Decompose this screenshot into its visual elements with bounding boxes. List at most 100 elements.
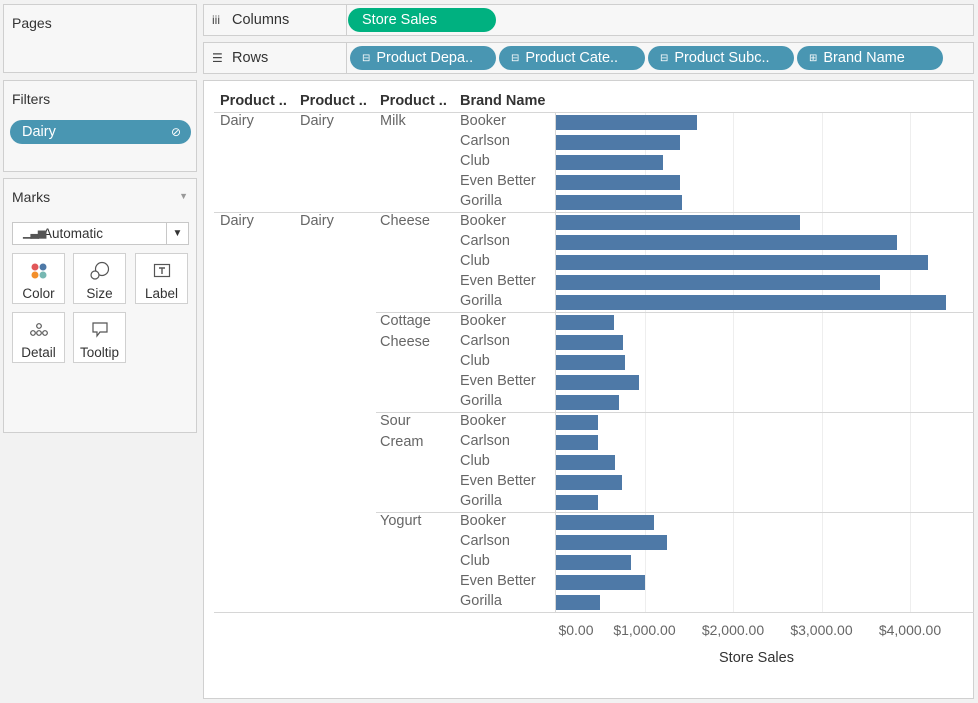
rows-pill-product-category[interactable]: ⊟ Product Cate.. (499, 46, 645, 70)
brand-label[interactable]: Carlson (460, 533, 510, 549)
brand-label[interactable]: Even Better (460, 473, 536, 489)
brand-label[interactable]: Club (460, 453, 490, 469)
brand-label[interactable]: Even Better (460, 273, 536, 289)
brand-label[interactable]: Gorilla (460, 193, 502, 209)
bar[interactable] (556, 335, 624, 350)
x-tick-label: $0.00 (558, 622, 594, 638)
bar[interactable] (556, 215, 801, 230)
brand-label[interactable]: Club (460, 353, 490, 369)
bar[interactable] (556, 355, 626, 370)
bar[interactable] (556, 535, 667, 550)
bar[interactable] (556, 135, 680, 150)
bar[interactable] (556, 175, 680, 190)
brand-label[interactable]: Even Better (460, 173, 536, 189)
subcategory-label[interactable]: Cheese (380, 334, 430, 350)
rows-pill-product-department[interactable]: ⊟ Product Depa.. (350, 46, 496, 70)
department-label[interactable]: Dairy (220, 113, 254, 129)
filters-title: Filters (12, 91, 51, 107)
rows-pill-brand-name[interactable]: ⊞ Brand Name (797, 46, 943, 70)
brand-label[interactable]: Even Better (460, 373, 536, 389)
filter-pill-dairy[interactable]: Dairy ⊘ (10, 120, 191, 144)
brand-label[interactable]: Club (460, 553, 490, 569)
subcategory-label[interactable]: Yogurt (380, 513, 422, 529)
subcategory-label[interactable]: Cream (380, 434, 424, 450)
bar[interactable] (556, 415, 599, 430)
mark-type-label: Automatic (43, 226, 104, 241)
tooltip-button[interactable]: Tooltip (73, 312, 126, 363)
detail-button[interactable]: Detail (12, 312, 65, 363)
department-label[interactable]: Dairy (220, 213, 254, 229)
bar[interactable] (556, 435, 598, 450)
bar[interactable] (556, 575, 645, 590)
brand-label[interactable]: Gorilla (460, 393, 502, 409)
bar[interactable] (556, 555, 632, 570)
marks-menu-arrow-icon[interactable]: ▼ (179, 191, 188, 201)
rows-shelf[interactable]: ☰ Rows ⊟ Product Depa.. ⊟ Product Cate.. ⊟… (203, 42, 974, 74)
columns-shelf[interactable]: iii Columns Store Sales (203, 4, 974, 36)
subcategory-label[interactable]: Cottage (380, 313, 431, 329)
brand-label[interactable]: Gorilla (460, 493, 502, 509)
brand-label[interactable]: Carlson (460, 333, 510, 349)
bar[interactable] (556, 595, 601, 610)
bar[interactable] (556, 255, 928, 270)
pages-panel[interactable]: Pages (3, 4, 197, 73)
collapse-icon[interactable]: ⊟ (511, 53, 520, 64)
label-button[interactable]: Label (135, 253, 188, 304)
size-label: Size (86, 286, 113, 301)
subcategory-label[interactable]: Cheese (380, 213, 430, 229)
bar[interactable] (556, 315, 615, 330)
bar[interactable] (556, 395, 619, 410)
brand-label[interactable]: Carlson (460, 233, 510, 249)
expand-icon[interactable]: ⊞ (809, 53, 818, 64)
brand-label[interactable]: Gorilla (460, 593, 502, 609)
color-button[interactable]: Color (12, 253, 65, 304)
bar[interactable] (556, 195, 682, 210)
axis-line (555, 112, 556, 612)
brand-label[interactable]: Booker (460, 513, 506, 529)
columns-pill-store-sales[interactable]: Store Sales (348, 8, 496, 32)
header-product-subcategory[interactable]: Product .. (380, 93, 447, 109)
brand-label[interactable]: Booker (460, 313, 506, 329)
subcategory-label[interactable]: Milk (380, 113, 406, 129)
brand-label[interactable]: Carlson (460, 133, 510, 149)
header-product-department[interactable]: Product .. (220, 93, 287, 109)
view-canvas[interactable]: Product .. Product .. Product .. Brand N… (203, 80, 974, 699)
bar[interactable] (556, 295, 947, 310)
bar[interactable] (556, 475, 623, 490)
bar[interactable] (556, 495, 599, 510)
detail-icon (13, 320, 64, 344)
bar[interactable] (556, 455, 616, 470)
collapse-icon[interactable]: ⊟ (660, 53, 669, 64)
marks-panel[interactable]: Marks ▼ ▁▃▅ Automatic ▼ Color Size (3, 178, 197, 433)
brand-label[interactable]: Booker (460, 113, 506, 129)
category-label[interactable]: Dairy (300, 213, 334, 229)
header-product-category[interactable]: Product .. (300, 93, 367, 109)
bar[interactable] (556, 115, 697, 130)
bar[interactable] (556, 515, 655, 530)
x-tick-label: $4,000.00 (878, 622, 942, 638)
size-button[interactable]: Size (73, 253, 126, 304)
bar[interactable] (556, 275, 880, 290)
header-brand-name[interactable]: Brand Name (460, 93, 546, 109)
marks-title: Marks (12, 189, 51, 205)
mark-type-dropdown[interactable]: ▁▃▅ Automatic ▼ (12, 222, 189, 245)
rows-pill-product-subcategory[interactable]: ⊟ Product Subc.. (648, 46, 794, 70)
brand-label[interactable]: Gorilla (460, 293, 502, 309)
collapse-icon[interactable]: ⊟ (362, 53, 371, 64)
pages-title: Pages (12, 15, 52, 31)
detail-label: Detail (21, 345, 56, 360)
brand-label[interactable]: Club (460, 253, 490, 269)
brand-label[interactable]: Club (460, 153, 490, 169)
bar[interactable] (556, 375, 640, 390)
brand-label[interactable]: Booker (460, 213, 506, 229)
bar[interactable] (556, 155, 664, 170)
category-label[interactable]: Dairy (300, 113, 334, 129)
label-label: Label (144, 286, 179, 301)
bar[interactable] (556, 235, 897, 250)
brand-label[interactable]: Even Better (460, 573, 536, 589)
chevron-down-icon[interactable]: ▼ (166, 223, 188, 244)
brand-label[interactable]: Carlson (460, 433, 510, 449)
subcategory-label[interactable]: Sour (380, 413, 411, 429)
filters-panel[interactable]: Filters Dairy ⊘ (3, 80, 197, 172)
brand-label[interactable]: Booker (460, 413, 506, 429)
